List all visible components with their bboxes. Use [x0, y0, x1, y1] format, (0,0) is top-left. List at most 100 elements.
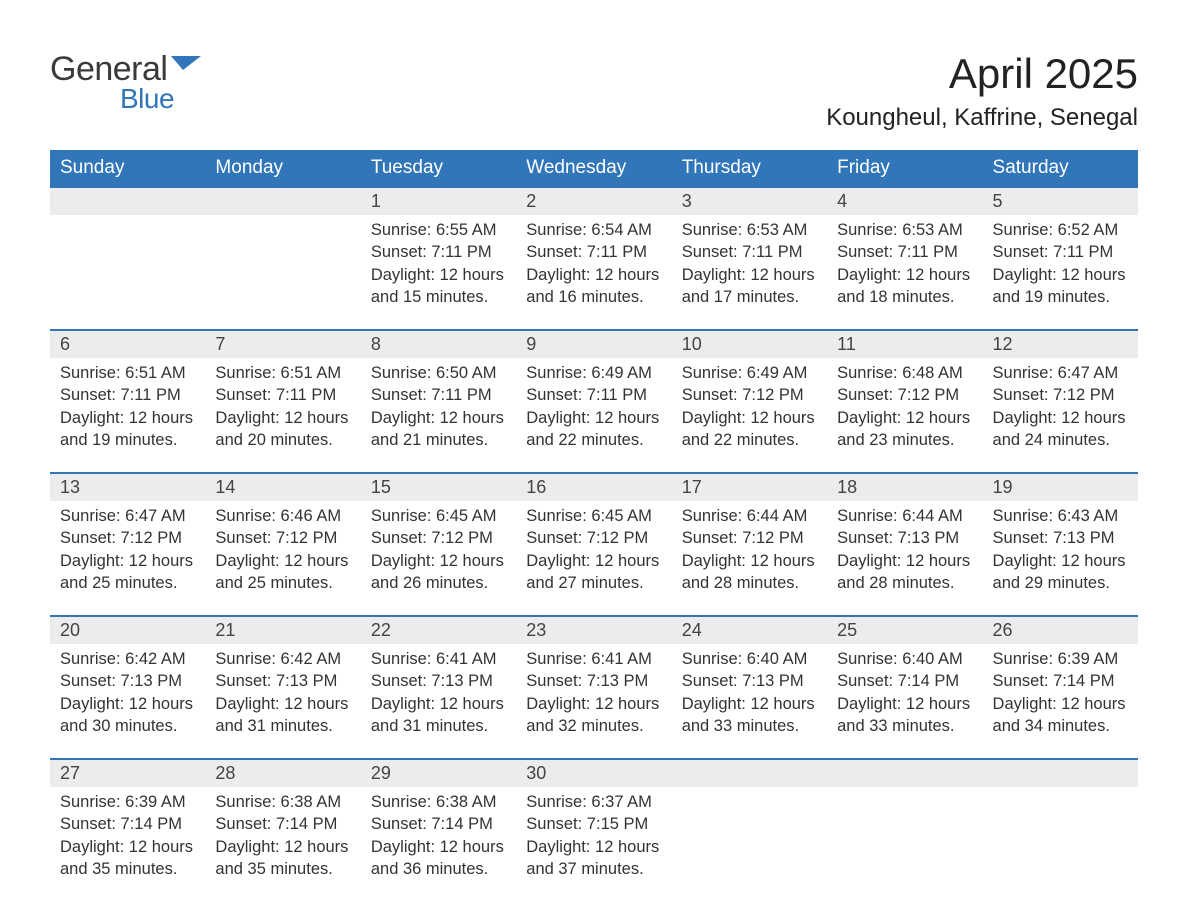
header: General Blue April 2025 Koungheul, Kaffr…: [50, 50, 1138, 132]
logo-word-blue: Blue: [120, 83, 201, 115]
daylight-line: Daylight: 12 hours and 30 minutes.: [60, 693, 195, 738]
sunset-line: Sunset: 7:14 PM: [215, 813, 350, 835]
day-cell: Sunrise: 6:38 AMSunset: 7:14 PMDaylight:…: [205, 787, 360, 898]
day-number: 2: [516, 187, 671, 215]
daylight-line: Daylight: 12 hours and 20 minutes.: [215, 407, 350, 452]
day-number: 11: [827, 330, 982, 358]
sunset-line: Sunset: 7:13 PM: [215, 670, 350, 692]
sunrise-line: Sunrise: 6:50 AM: [371, 362, 506, 384]
daylight-line: Daylight: 12 hours and 21 minutes.: [371, 407, 506, 452]
sunrise-line: Sunrise: 6:51 AM: [60, 362, 195, 384]
daylight-line: Daylight: 12 hours and 37 minutes.: [526, 836, 661, 881]
daylight-line: Daylight: 12 hours and 18 minutes.: [837, 264, 972, 309]
sunrise-line: Sunrise: 6:49 AM: [682, 362, 817, 384]
empty-daynum: [672, 759, 827, 787]
day-number: 23: [516, 616, 671, 644]
day-number: 26: [983, 616, 1138, 644]
week-row: Sunrise: 6:42 AMSunset: 7:13 PMDaylight:…: [50, 644, 1138, 759]
day-number: 20: [50, 616, 205, 644]
day-number: 17: [672, 473, 827, 501]
sunset-line: Sunset: 7:11 PM: [682, 241, 817, 263]
weekday-header: Sunday: [50, 150, 205, 187]
daylight-line: Daylight: 12 hours and 25 minutes.: [60, 550, 195, 595]
empty-cell: [827, 787, 982, 898]
day-cell: Sunrise: 6:52 AMSunset: 7:11 PMDaylight:…: [983, 215, 1138, 330]
daylight-line: Daylight: 12 hours and 31 minutes.: [215, 693, 350, 738]
daylight-line: Daylight: 12 hours and 16 minutes.: [526, 264, 661, 309]
sunrise-line: Sunrise: 6:40 AM: [837, 648, 972, 670]
daylight-line: Daylight: 12 hours and 32 minutes.: [526, 693, 661, 738]
day-number: 21: [205, 616, 360, 644]
sunrise-line: Sunrise: 6:39 AM: [993, 648, 1128, 670]
weekday-header: Tuesday: [361, 150, 516, 187]
day-number: 24: [672, 616, 827, 644]
sunrise-line: Sunrise: 6:38 AM: [371, 791, 506, 813]
day-cell: Sunrise: 6:37 AMSunset: 7:15 PMDaylight:…: [516, 787, 671, 898]
sunset-line: Sunset: 7:12 PM: [682, 384, 817, 406]
sunrise-line: Sunrise: 6:44 AM: [682, 505, 817, 527]
day-cell: Sunrise: 6:40 AMSunset: 7:13 PMDaylight:…: [672, 644, 827, 759]
weekday-header: Saturday: [983, 150, 1138, 187]
day-cell: Sunrise: 6:51 AMSunset: 7:11 PMDaylight:…: [205, 358, 360, 473]
day-cell: Sunrise: 6:49 AMSunset: 7:12 PMDaylight:…: [672, 358, 827, 473]
sunset-line: Sunset: 7:14 PM: [371, 813, 506, 835]
daylight-line: Daylight: 12 hours and 34 minutes.: [993, 693, 1128, 738]
sunset-line: Sunset: 7:13 PM: [993, 527, 1128, 549]
sunrise-line: Sunrise: 6:53 AM: [682, 219, 817, 241]
daynum-row: 13141516171819: [50, 473, 1138, 501]
daynum-row: 6789101112: [50, 330, 1138, 358]
sunset-line: Sunset: 7:14 PM: [60, 813, 195, 835]
empty-cell: [50, 215, 205, 330]
day-cell: Sunrise: 6:39 AMSunset: 7:14 PMDaylight:…: [983, 644, 1138, 759]
day-number: 6: [50, 330, 205, 358]
calendar-table: SundayMondayTuesdayWednesdayThursdayFrid…: [50, 150, 1138, 898]
day-cell: Sunrise: 6:53 AMSunset: 7:11 PMDaylight:…: [672, 215, 827, 330]
empty-cell: [983, 787, 1138, 898]
sunset-line: Sunset: 7:14 PM: [837, 670, 972, 692]
empty-daynum: [50, 187, 205, 215]
day-number: 19: [983, 473, 1138, 501]
daylight-line: Daylight: 12 hours and 15 minutes.: [371, 264, 506, 309]
day-cell: Sunrise: 6:54 AMSunset: 7:11 PMDaylight:…: [516, 215, 671, 330]
day-number: 30: [516, 759, 671, 787]
day-number: 9: [516, 330, 671, 358]
daylight-line: Daylight: 12 hours and 23 minutes.: [837, 407, 972, 452]
day-cell: Sunrise: 6:46 AMSunset: 7:12 PMDaylight:…: [205, 501, 360, 616]
sunrise-line: Sunrise: 6:45 AM: [526, 505, 661, 527]
sunset-line: Sunset: 7:13 PM: [837, 527, 972, 549]
daylight-line: Daylight: 12 hours and 31 minutes.: [371, 693, 506, 738]
day-number: 10: [672, 330, 827, 358]
daylight-line: Daylight: 12 hours and 19 minutes.: [60, 407, 195, 452]
sunrise-line: Sunrise: 6:55 AM: [371, 219, 506, 241]
empty-daynum: [827, 759, 982, 787]
weekday-header: Monday: [205, 150, 360, 187]
day-number: 15: [361, 473, 516, 501]
sunset-line: Sunset: 7:11 PM: [371, 384, 506, 406]
sunset-line: Sunset: 7:12 PM: [682, 527, 817, 549]
sunrise-line: Sunrise: 6:45 AM: [371, 505, 506, 527]
daylight-line: Daylight: 12 hours and 35 minutes.: [215, 836, 350, 881]
daynum-row: 27282930: [50, 759, 1138, 787]
empty-daynum: [205, 187, 360, 215]
sunrise-line: Sunrise: 6:41 AM: [371, 648, 506, 670]
logo: General Blue: [50, 50, 201, 115]
sunrise-line: Sunrise: 6:51 AM: [215, 362, 350, 384]
sunset-line: Sunset: 7:11 PM: [60, 384, 195, 406]
daylight-line: Daylight: 12 hours and 28 minutes.: [837, 550, 972, 595]
daylight-line: Daylight: 12 hours and 22 minutes.: [526, 407, 661, 452]
day-cell: Sunrise: 6:41 AMSunset: 7:13 PMDaylight:…: [516, 644, 671, 759]
sunrise-line: Sunrise: 6:42 AM: [215, 648, 350, 670]
week-row: Sunrise: 6:39 AMSunset: 7:14 PMDaylight:…: [50, 787, 1138, 898]
daylight-line: Daylight: 12 hours and 28 minutes.: [682, 550, 817, 595]
title-block: April 2025 Koungheul, Kaffrine, Senegal: [826, 50, 1138, 132]
day-cell: Sunrise: 6:39 AMSunset: 7:14 PMDaylight:…: [50, 787, 205, 898]
sunrise-line: Sunrise: 6:41 AM: [526, 648, 661, 670]
empty-daynum: [983, 759, 1138, 787]
weekday-header: Wednesday: [516, 150, 671, 187]
week-row: Sunrise: 6:47 AMSunset: 7:12 PMDaylight:…: [50, 501, 1138, 616]
day-number: 1: [361, 187, 516, 215]
sunset-line: Sunset: 7:11 PM: [526, 241, 661, 263]
daylight-line: Daylight: 12 hours and 19 minutes.: [993, 264, 1128, 309]
sunset-line: Sunset: 7:13 PM: [371, 670, 506, 692]
day-number: 12: [983, 330, 1138, 358]
